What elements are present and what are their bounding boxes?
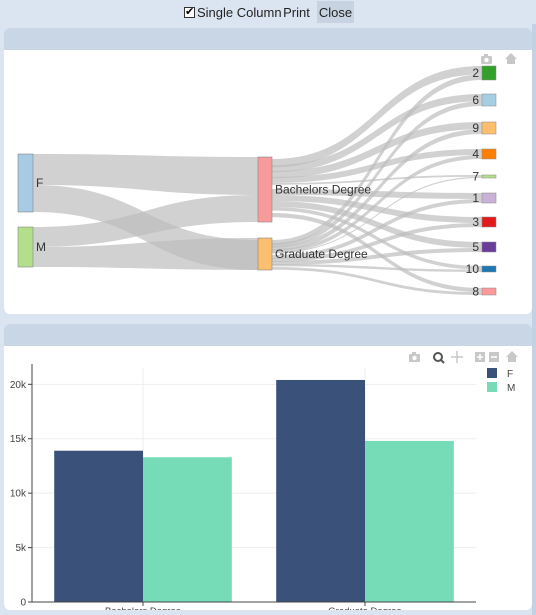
link-bachelors-2 [272,66,482,168]
legend-swatch-F[interactable] [487,368,497,378]
link-graduate-9 [272,129,482,251]
node-label-target-3: 3 [472,215,479,229]
sankey-chart: F M Bachelors Degree Graduate Degree 2 6 9 4 7 1 3… [17,53,517,299]
single-column-label: Single Column [197,4,282,20]
node-label-graduate-degree: Graduate Degree [275,247,368,261]
y-tick-label: 20k [10,380,27,391]
axes: 0 5k 10k 15k 20k Bachelors Degree Graduate Deg… [10,364,476,610]
link-m-graduate [33,238,258,270]
node-label-target-4: 4 [472,147,479,161]
x-tick-label: Graduate Degree [328,606,401,610]
link-bachelors-3 [272,195,482,223]
legend-swatch-M[interactable] [487,382,497,392]
node-target-9[interactable] [481,121,497,135]
bar-chart: 0 5k 10k 15k 20k Bachelors Degree Graduate Deg… [10,351,518,610]
x-tick-label: Bachelors Degree [105,606,181,610]
bar-M-graduate-degree[interactable] [365,440,454,602]
sankey-nodes: F M Bachelors Degree Graduate Degree 2 6 9 4 7 1 3… [17,65,497,299]
node-label-target-8: 8 [472,285,479,299]
bar-chart-panel-header [4,324,532,346]
zoom-in-icon[interactable] [475,352,485,362]
link-graduate-1 [272,199,482,259]
node-target-1[interactable] [481,192,497,204]
sankey-links [33,66,482,295]
y-tick-label: 15k [10,434,27,445]
close-button[interactable]: Close [317,1,354,23]
y-tick-label: 10k [10,489,27,500]
camera-icon[interactable] [409,352,420,362]
link-bachelors-7 [272,175,482,185]
zoom-out-icon[interactable] [489,352,499,362]
home-icon[interactable] [505,53,517,64]
y-tick-label: 5k [15,543,27,554]
link-graduate-4 [272,155,482,253]
link-graduate-6 [272,101,482,248]
node-label-target-5: 5 [472,240,479,254]
node-F[interactable] [17,153,34,213]
link-bachelors-4 [272,149,482,183]
link-bachelors-8 [272,213,482,293]
print-button[interactable]: Print [283,4,310,20]
link-bachelors-6 [272,94,482,173]
bar-F-bachelors-degree[interactable] [54,450,144,602]
link-bachelors-9 [272,122,482,179]
node-target-4[interactable] [481,148,497,160]
node-target-5[interactable] [481,241,497,253]
node-target-8[interactable] [481,287,497,296]
node-label-target-1: 1 [472,191,479,205]
bar-marks [54,379,454,602]
node-label-F: F [36,176,43,190]
link-bachelors-10 [272,207,482,270]
sankey-panel-header [4,28,532,50]
sankey-panel: F M Bachelors Degree Graduate Degree 2 6 9 4 7 1 3… [4,28,532,314]
link-graduate-10 [272,264,482,272]
legend-label-M: M [507,383,515,394]
link-graduate-3 [272,223,482,262]
node-label-target-7: 7 [472,170,479,184]
link-f-bachelors [33,154,258,195]
single-column-checkbox[interactable]: ✔ [184,5,195,18]
pan-icon[interactable] [451,351,463,363]
y-tick-label: 0 [20,598,26,609]
link-graduate-7 [272,176,482,254]
node-M[interactable] [17,226,34,268]
node-target-2[interactable] [481,65,497,81]
camera-icon[interactable] [481,54,492,64]
link-m-bachelors [33,195,258,247]
legend-label-F: F [507,369,513,380]
top-toolbar: ✔ Single Column Print Close [0,0,536,24]
node-graduate-degree[interactable] [257,237,273,271]
single-column-toggle[interactable]: ✔ Single Column [184,4,312,20]
node-target-3[interactable] [481,216,497,228]
node-label-bachelors-degree: Bachelors Degree [275,183,371,197]
node-bachelors-degree[interactable] [257,156,273,223]
node-target-10[interactable] [481,265,497,273]
bar-F-graduate-degree[interactable] [276,379,365,602]
node-label-target-9: 9 [472,121,479,135]
node-label-target-2: 2 [472,66,479,80]
scrollbar-track[interactable] [532,24,536,615]
node-target-6[interactable] [481,93,497,107]
node-label-M: M [36,240,46,254]
node-target-7[interactable] [481,174,497,179]
link-graduate-2 [272,74,482,246]
bar-chart-panel: 0 5k 10k 15k 20k Bachelors Degree Graduate Deg… [4,324,532,610]
modebar [409,351,518,364]
link-bachelors-5 [272,201,482,248]
bar-M-bachelors-degree[interactable] [143,457,232,602]
legend: FM [487,368,515,394]
node-label-target-6: 6 [472,93,479,107]
zoom-icon[interactable] [433,352,445,364]
link-graduate-8 [272,267,482,295]
home-icon[interactable] [506,351,518,362]
link-bachelors-1 [272,189,482,199]
link-graduate-5 [272,248,482,265]
node-label-target-10: 10 [466,262,480,276]
